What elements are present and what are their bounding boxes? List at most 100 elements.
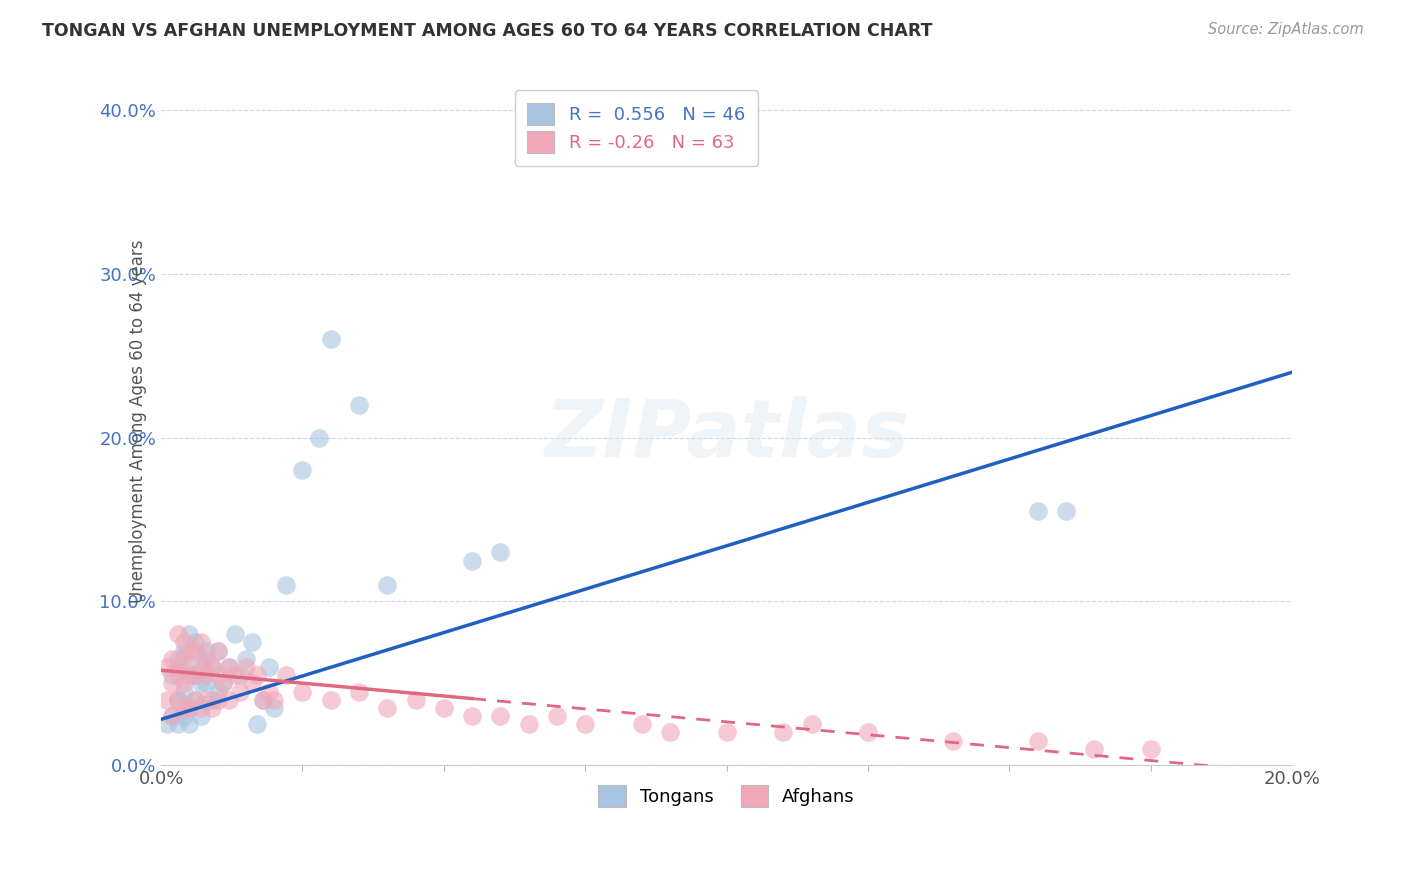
Point bbox=[218, 692, 240, 706]
Point bbox=[162, 652, 184, 666]
Point bbox=[319, 692, 342, 706]
Point bbox=[207, 643, 229, 657]
Point bbox=[347, 398, 370, 412]
Point bbox=[184, 635, 207, 649]
Point bbox=[167, 627, 190, 641]
Point bbox=[212, 676, 235, 690]
Text: TONGAN VS AFGHAN UNEMPLOYMENT AMONG AGES 60 TO 64 YEARS CORRELATION CHART: TONGAN VS AFGHAN UNEMPLOYMENT AMONG AGES… bbox=[42, 22, 932, 40]
Point bbox=[207, 643, 229, 657]
Point bbox=[173, 676, 195, 690]
Point bbox=[207, 684, 229, 698]
Point bbox=[224, 668, 246, 682]
Point bbox=[631, 717, 654, 731]
Point bbox=[461, 709, 484, 723]
Point bbox=[173, 701, 195, 715]
Point bbox=[1026, 733, 1049, 747]
Point bbox=[229, 668, 252, 682]
Point bbox=[274, 668, 297, 682]
Point bbox=[235, 652, 257, 666]
Point bbox=[173, 635, 195, 649]
Point bbox=[179, 627, 201, 641]
Point bbox=[162, 709, 184, 723]
Point bbox=[235, 660, 257, 674]
Point bbox=[162, 676, 184, 690]
Point bbox=[856, 725, 879, 739]
Point bbox=[489, 545, 512, 559]
Point bbox=[201, 660, 224, 674]
Point bbox=[240, 676, 263, 690]
Text: ZIPatlas: ZIPatlas bbox=[544, 396, 910, 474]
Point bbox=[252, 692, 274, 706]
Point bbox=[195, 652, 218, 666]
Point bbox=[190, 660, 212, 674]
Point bbox=[218, 660, 240, 674]
Point bbox=[167, 692, 190, 706]
Point bbox=[240, 635, 263, 649]
Point bbox=[201, 660, 224, 674]
Point bbox=[212, 676, 235, 690]
Point bbox=[257, 660, 280, 674]
Point bbox=[156, 692, 179, 706]
Point bbox=[167, 660, 190, 674]
Point bbox=[207, 692, 229, 706]
Point bbox=[173, 660, 195, 674]
Point bbox=[659, 725, 682, 739]
Point bbox=[375, 578, 398, 592]
Point bbox=[167, 692, 190, 706]
Point bbox=[574, 717, 596, 731]
Point bbox=[179, 717, 201, 731]
Point bbox=[190, 635, 212, 649]
Point bbox=[246, 717, 269, 731]
Point bbox=[162, 709, 184, 723]
Point bbox=[772, 725, 794, 739]
Point bbox=[1083, 741, 1105, 756]
Point bbox=[405, 692, 427, 706]
Point bbox=[489, 709, 512, 723]
Point bbox=[195, 668, 218, 682]
Point bbox=[263, 701, 285, 715]
Point bbox=[179, 668, 201, 682]
Point bbox=[229, 684, 252, 698]
Point bbox=[162, 668, 184, 682]
Legend: Tongans, Afghans: Tongans, Afghans bbox=[591, 778, 862, 814]
Point bbox=[347, 684, 370, 698]
Point bbox=[207, 668, 229, 682]
Point bbox=[179, 701, 201, 715]
Point bbox=[173, 684, 195, 698]
Point bbox=[218, 660, 240, 674]
Point bbox=[201, 701, 224, 715]
Point bbox=[184, 692, 207, 706]
Point bbox=[184, 668, 207, 682]
Point bbox=[190, 652, 212, 666]
Text: Source: ZipAtlas.com: Source: ZipAtlas.com bbox=[1208, 22, 1364, 37]
Point bbox=[274, 578, 297, 592]
Point bbox=[546, 709, 568, 723]
Point bbox=[1026, 504, 1049, 518]
Point bbox=[263, 692, 285, 706]
Point bbox=[173, 652, 195, 666]
Point bbox=[942, 733, 965, 747]
Point bbox=[167, 652, 190, 666]
Point bbox=[517, 717, 540, 731]
Point bbox=[179, 668, 201, 682]
Point bbox=[224, 627, 246, 641]
Point bbox=[156, 660, 179, 674]
Point bbox=[319, 333, 342, 347]
Point bbox=[195, 676, 218, 690]
Point bbox=[375, 701, 398, 715]
Point bbox=[179, 701, 201, 715]
Point bbox=[1054, 504, 1077, 518]
Point bbox=[184, 668, 207, 682]
Point bbox=[800, 717, 823, 731]
Point bbox=[291, 463, 314, 477]
Point bbox=[167, 668, 190, 682]
Point bbox=[461, 553, 484, 567]
Point bbox=[190, 676, 212, 690]
Point bbox=[173, 643, 195, 657]
Point bbox=[201, 692, 224, 706]
Point bbox=[190, 701, 212, 715]
Point bbox=[173, 709, 195, 723]
Point bbox=[308, 431, 330, 445]
Point bbox=[184, 643, 207, 657]
Point bbox=[257, 684, 280, 698]
